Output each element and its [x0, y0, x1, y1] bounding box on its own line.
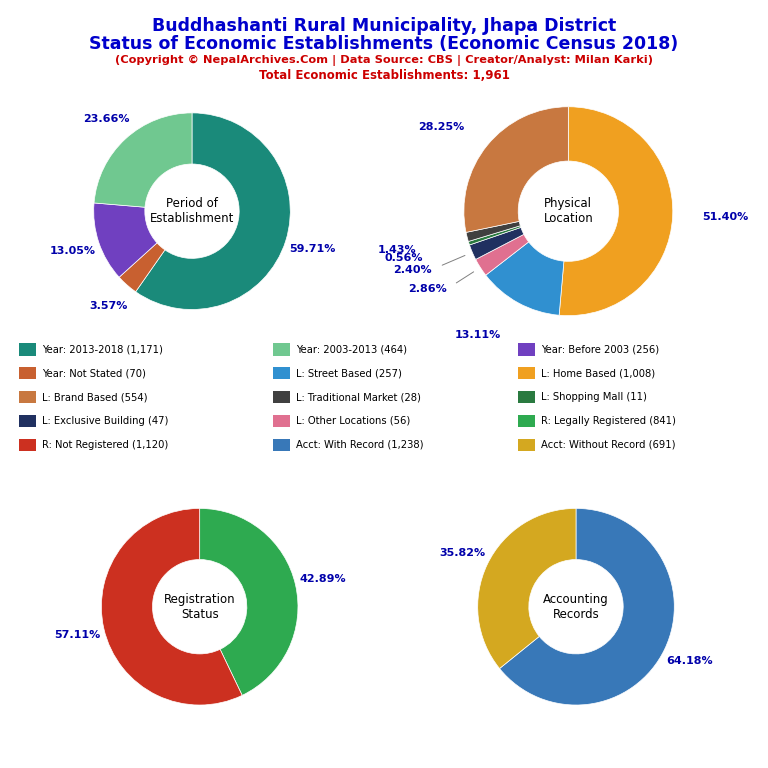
Text: 35.82%: 35.82% — [439, 548, 485, 558]
Text: L: Street Based (257): L: Street Based (257) — [296, 368, 402, 379]
Wedge shape — [466, 221, 521, 241]
Wedge shape — [469, 227, 524, 260]
Text: 2.40%: 2.40% — [393, 264, 432, 275]
Wedge shape — [485, 242, 564, 315]
Text: L: Exclusive Building (47): L: Exclusive Building (47) — [42, 415, 169, 426]
Text: Status of Economic Establishments (Economic Census 2018): Status of Economic Establishments (Econo… — [89, 35, 679, 52]
Wedge shape — [136, 113, 290, 310]
Text: Buddhashanti Rural Municipality, Jhapa District: Buddhashanti Rural Municipality, Jhapa D… — [152, 17, 616, 35]
Text: L: Home Based (1,008): L: Home Based (1,008) — [541, 368, 656, 379]
Text: 0.56%: 0.56% — [385, 253, 423, 263]
Text: (Copyright © NepalArchives.Com | Data Source: CBS | Creator/Analyst: Milan Karki: (Copyright © NepalArchives.Com | Data So… — [115, 55, 653, 66]
Text: Year: Not Stated (70): Year: Not Stated (70) — [42, 368, 146, 379]
Text: R: Not Registered (1,120): R: Not Registered (1,120) — [42, 439, 168, 450]
Text: L: Traditional Market (28): L: Traditional Market (28) — [296, 392, 421, 402]
Text: Accounting
Records: Accounting Records — [543, 593, 609, 621]
Wedge shape — [468, 226, 521, 245]
Text: 13.05%: 13.05% — [50, 247, 96, 257]
Text: 13.11%: 13.11% — [455, 330, 501, 340]
Text: L: Brand Based (554): L: Brand Based (554) — [42, 392, 147, 402]
Text: Year: Before 2003 (256): Year: Before 2003 (256) — [541, 344, 660, 355]
Text: 57.11%: 57.11% — [54, 630, 100, 640]
Wedge shape — [94, 113, 192, 207]
Text: Acct: Without Record (691): Acct: Without Record (691) — [541, 439, 676, 450]
Wedge shape — [475, 234, 528, 275]
Text: Acct: With Record (1,238): Acct: With Record (1,238) — [296, 439, 423, 450]
Text: R: Legally Registered (841): R: Legally Registered (841) — [541, 415, 677, 426]
Text: 28.25%: 28.25% — [419, 122, 465, 132]
Text: Year: 2003-2013 (464): Year: 2003-2013 (464) — [296, 344, 407, 355]
Text: 2.86%: 2.86% — [408, 284, 447, 294]
Text: L: Shopping Mall (11): L: Shopping Mall (11) — [541, 392, 647, 402]
Text: Total Economic Establishments: 1,961: Total Economic Establishments: 1,961 — [259, 69, 509, 82]
Text: 1.43%: 1.43% — [378, 245, 416, 255]
Text: L: Other Locations (56): L: Other Locations (56) — [296, 415, 410, 426]
Wedge shape — [200, 508, 298, 695]
Wedge shape — [101, 508, 242, 705]
Text: 42.89%: 42.89% — [299, 574, 346, 584]
Text: Period of
Establishment: Period of Establishment — [150, 197, 234, 225]
Text: 23.66%: 23.66% — [84, 114, 130, 124]
Wedge shape — [559, 107, 673, 316]
Text: Year: 2013-2018 (1,171): Year: 2013-2018 (1,171) — [42, 344, 163, 355]
Wedge shape — [94, 203, 157, 277]
Text: 3.57%: 3.57% — [90, 300, 128, 310]
Wedge shape — [499, 508, 674, 705]
Text: 64.18%: 64.18% — [666, 656, 713, 666]
Wedge shape — [119, 243, 165, 292]
Text: 51.40%: 51.40% — [702, 212, 748, 222]
Text: 59.71%: 59.71% — [289, 244, 335, 254]
Wedge shape — [478, 508, 576, 668]
Text: Physical
Location: Physical Location — [544, 197, 593, 225]
Wedge shape — [464, 107, 568, 233]
Text: Registration
Status: Registration Status — [164, 593, 236, 621]
